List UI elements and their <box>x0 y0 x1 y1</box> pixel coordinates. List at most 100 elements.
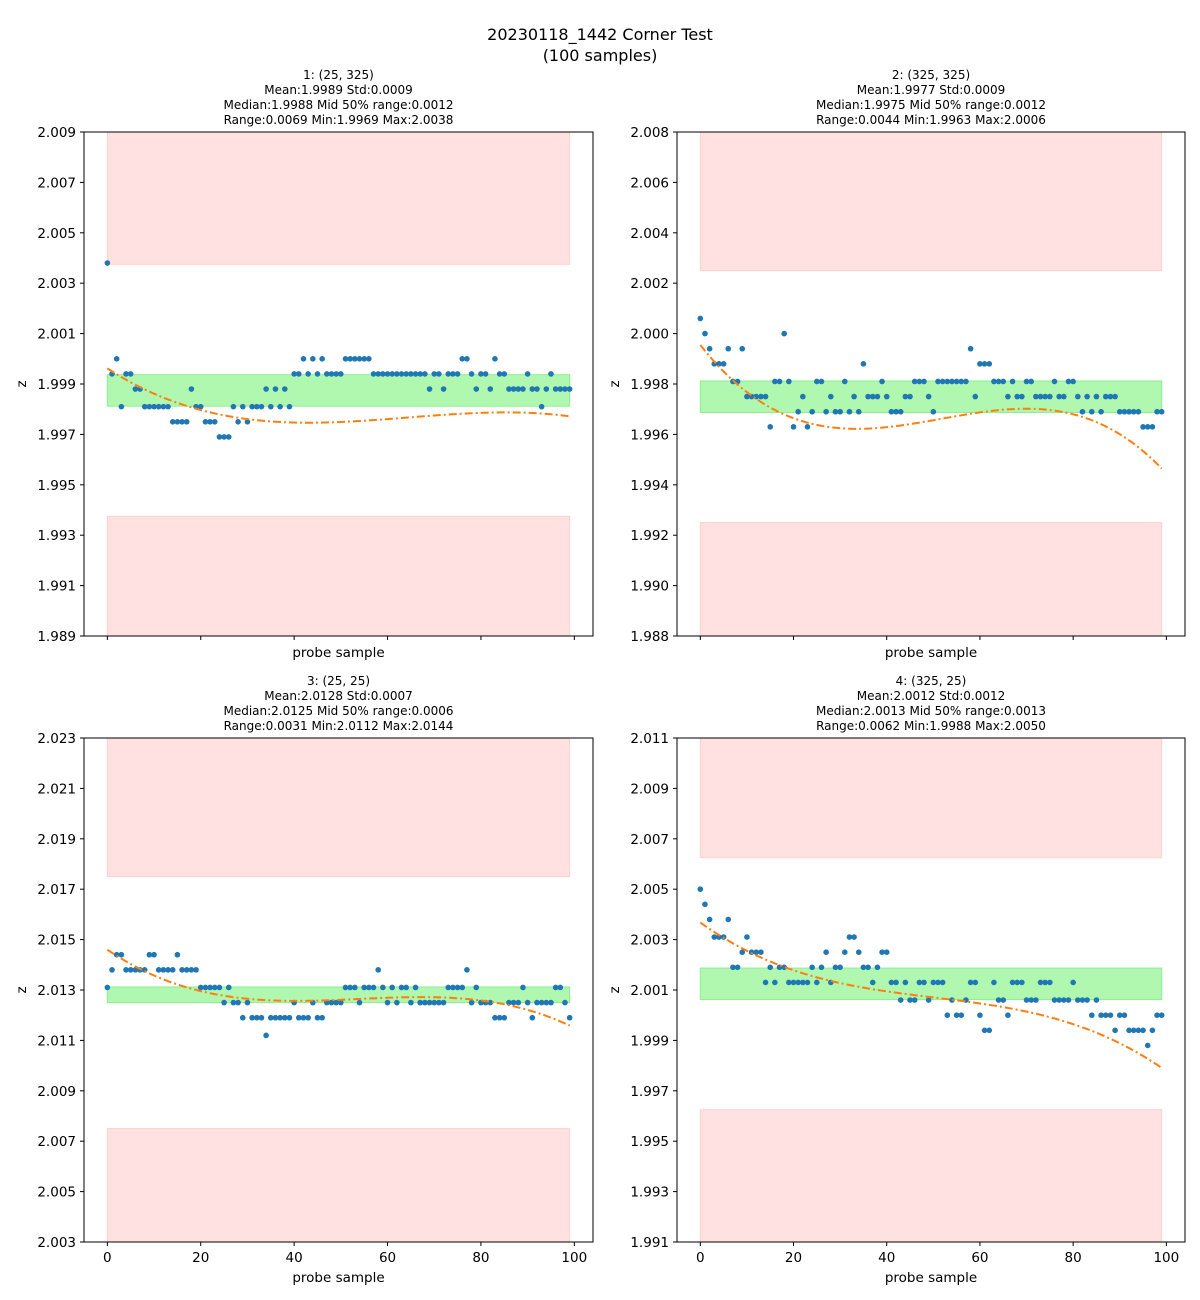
data-point <box>716 361 722 367</box>
data-point <box>221 999 227 1006</box>
data-point <box>911 378 918 385</box>
data-point <box>211 419 218 425</box>
data-point <box>272 386 279 392</box>
data-point <box>874 393 881 400</box>
data-point <box>1126 408 1132 415</box>
data-point <box>524 999 531 1006</box>
data-point <box>566 386 573 392</box>
data-point <box>155 403 162 410</box>
y-tick-label: 2.017 <box>37 882 76 898</box>
data-point <box>426 999 433 1006</box>
data-point <box>921 979 927 986</box>
data-point <box>776 378 783 385</box>
data-point <box>160 967 167 973</box>
data-point <box>552 386 559 392</box>
data-point <box>930 408 937 415</box>
y-tick-label: 2.005 <box>37 226 76 242</box>
data-point <box>249 403 255 410</box>
data-point <box>925 393 932 400</box>
data-point <box>1051 997 1058 1003</box>
data-point <box>949 378 955 385</box>
data-point <box>347 984 353 991</box>
data-point <box>506 386 512 392</box>
y-axis-label: z <box>14 380 30 387</box>
data-point <box>1102 393 1109 400</box>
data-point <box>538 403 545 410</box>
data-point <box>263 1032 269 1039</box>
y-tick-label: 1.989 <box>37 629 76 645</box>
data-point <box>417 371 424 377</box>
data-point <box>225 984 232 991</box>
data-point <box>986 361 993 367</box>
data-point <box>725 916 732 923</box>
data-point <box>734 964 741 971</box>
y-tick-label: 2.007 <box>37 175 76 191</box>
data-point <box>534 999 540 1006</box>
data-point <box>1005 393 1011 400</box>
data-point <box>1079 408 1086 415</box>
data-point <box>772 378 778 385</box>
y-tick-label: 2.007 <box>37 1134 76 1150</box>
data-point <box>296 371 302 377</box>
data-point <box>883 393 890 400</box>
y-tick-label: 1.991 <box>37 579 76 595</box>
data-point <box>333 371 339 377</box>
x-axis-label: probe sample <box>885 1270 977 1286</box>
x-tick-label: 60 <box>971 1250 988 1266</box>
data-point <box>1070 979 1076 986</box>
y-tick-label: 2.007 <box>630 832 669 848</box>
data-point <box>277 403 283 410</box>
data-point <box>879 378 885 385</box>
data-point <box>981 1027 988 1034</box>
subplot-3: 3: (25, 25)Mean:2.0128 Std:0.0007Median:… <box>14 674 594 1286</box>
data-point <box>762 979 769 986</box>
data-point <box>711 934 718 940</box>
data-point <box>1000 378 1007 385</box>
data-point <box>221 434 227 440</box>
data-point <box>436 371 442 377</box>
y-tick-label: 2.002 <box>630 276 669 292</box>
data-point <box>169 419 176 425</box>
data-point <box>1158 408 1165 415</box>
data-point <box>949 997 955 1003</box>
mid-50-percent-band <box>106 374 571 407</box>
data-point <box>328 999 335 1006</box>
data-point <box>165 967 171 973</box>
data-point <box>1121 1012 1128 1018</box>
data-point <box>786 979 792 986</box>
data-point <box>403 371 410 377</box>
data-point <box>720 361 727 367</box>
data-point <box>1075 393 1081 400</box>
subplot-title-line: Mean:2.0128 Std:0.0007 <box>264 689 413 703</box>
data-point <box>230 403 237 410</box>
fit-line <box>106 948 571 1027</box>
data-point <box>104 984 111 991</box>
data-point <box>725 345 732 352</box>
x-tick-label: 100 <box>1153 1250 1179 1266</box>
data-point <box>897 997 904 1003</box>
data-point <box>356 999 363 1006</box>
data-point <box>916 378 923 385</box>
data-point <box>436 999 442 1006</box>
data-point <box>314 371 321 377</box>
subplot-title-line: Range:0.0062 Min:1.9988 Max:2.0050 <box>816 719 1046 733</box>
data-point <box>1014 979 1021 986</box>
data-point <box>860 361 867 367</box>
fit-line <box>699 344 1163 470</box>
x-tick-label: 20 <box>785 1250 802 1266</box>
data-point <box>506 999 512 1006</box>
data-point <box>492 356 498 362</box>
data-point <box>202 984 209 991</box>
data-point <box>800 393 806 400</box>
y-tick-label: 2.000 <box>630 327 669 343</box>
data-point <box>160 403 167 410</box>
data-point <box>529 386 536 392</box>
data-point <box>482 371 489 377</box>
data-point <box>235 419 241 425</box>
data-point <box>515 386 522 392</box>
data-point <box>953 1012 960 1018</box>
data-point <box>804 979 811 986</box>
data-point <box>197 403 204 410</box>
data-point <box>216 984 223 991</box>
data-point <box>146 951 153 958</box>
